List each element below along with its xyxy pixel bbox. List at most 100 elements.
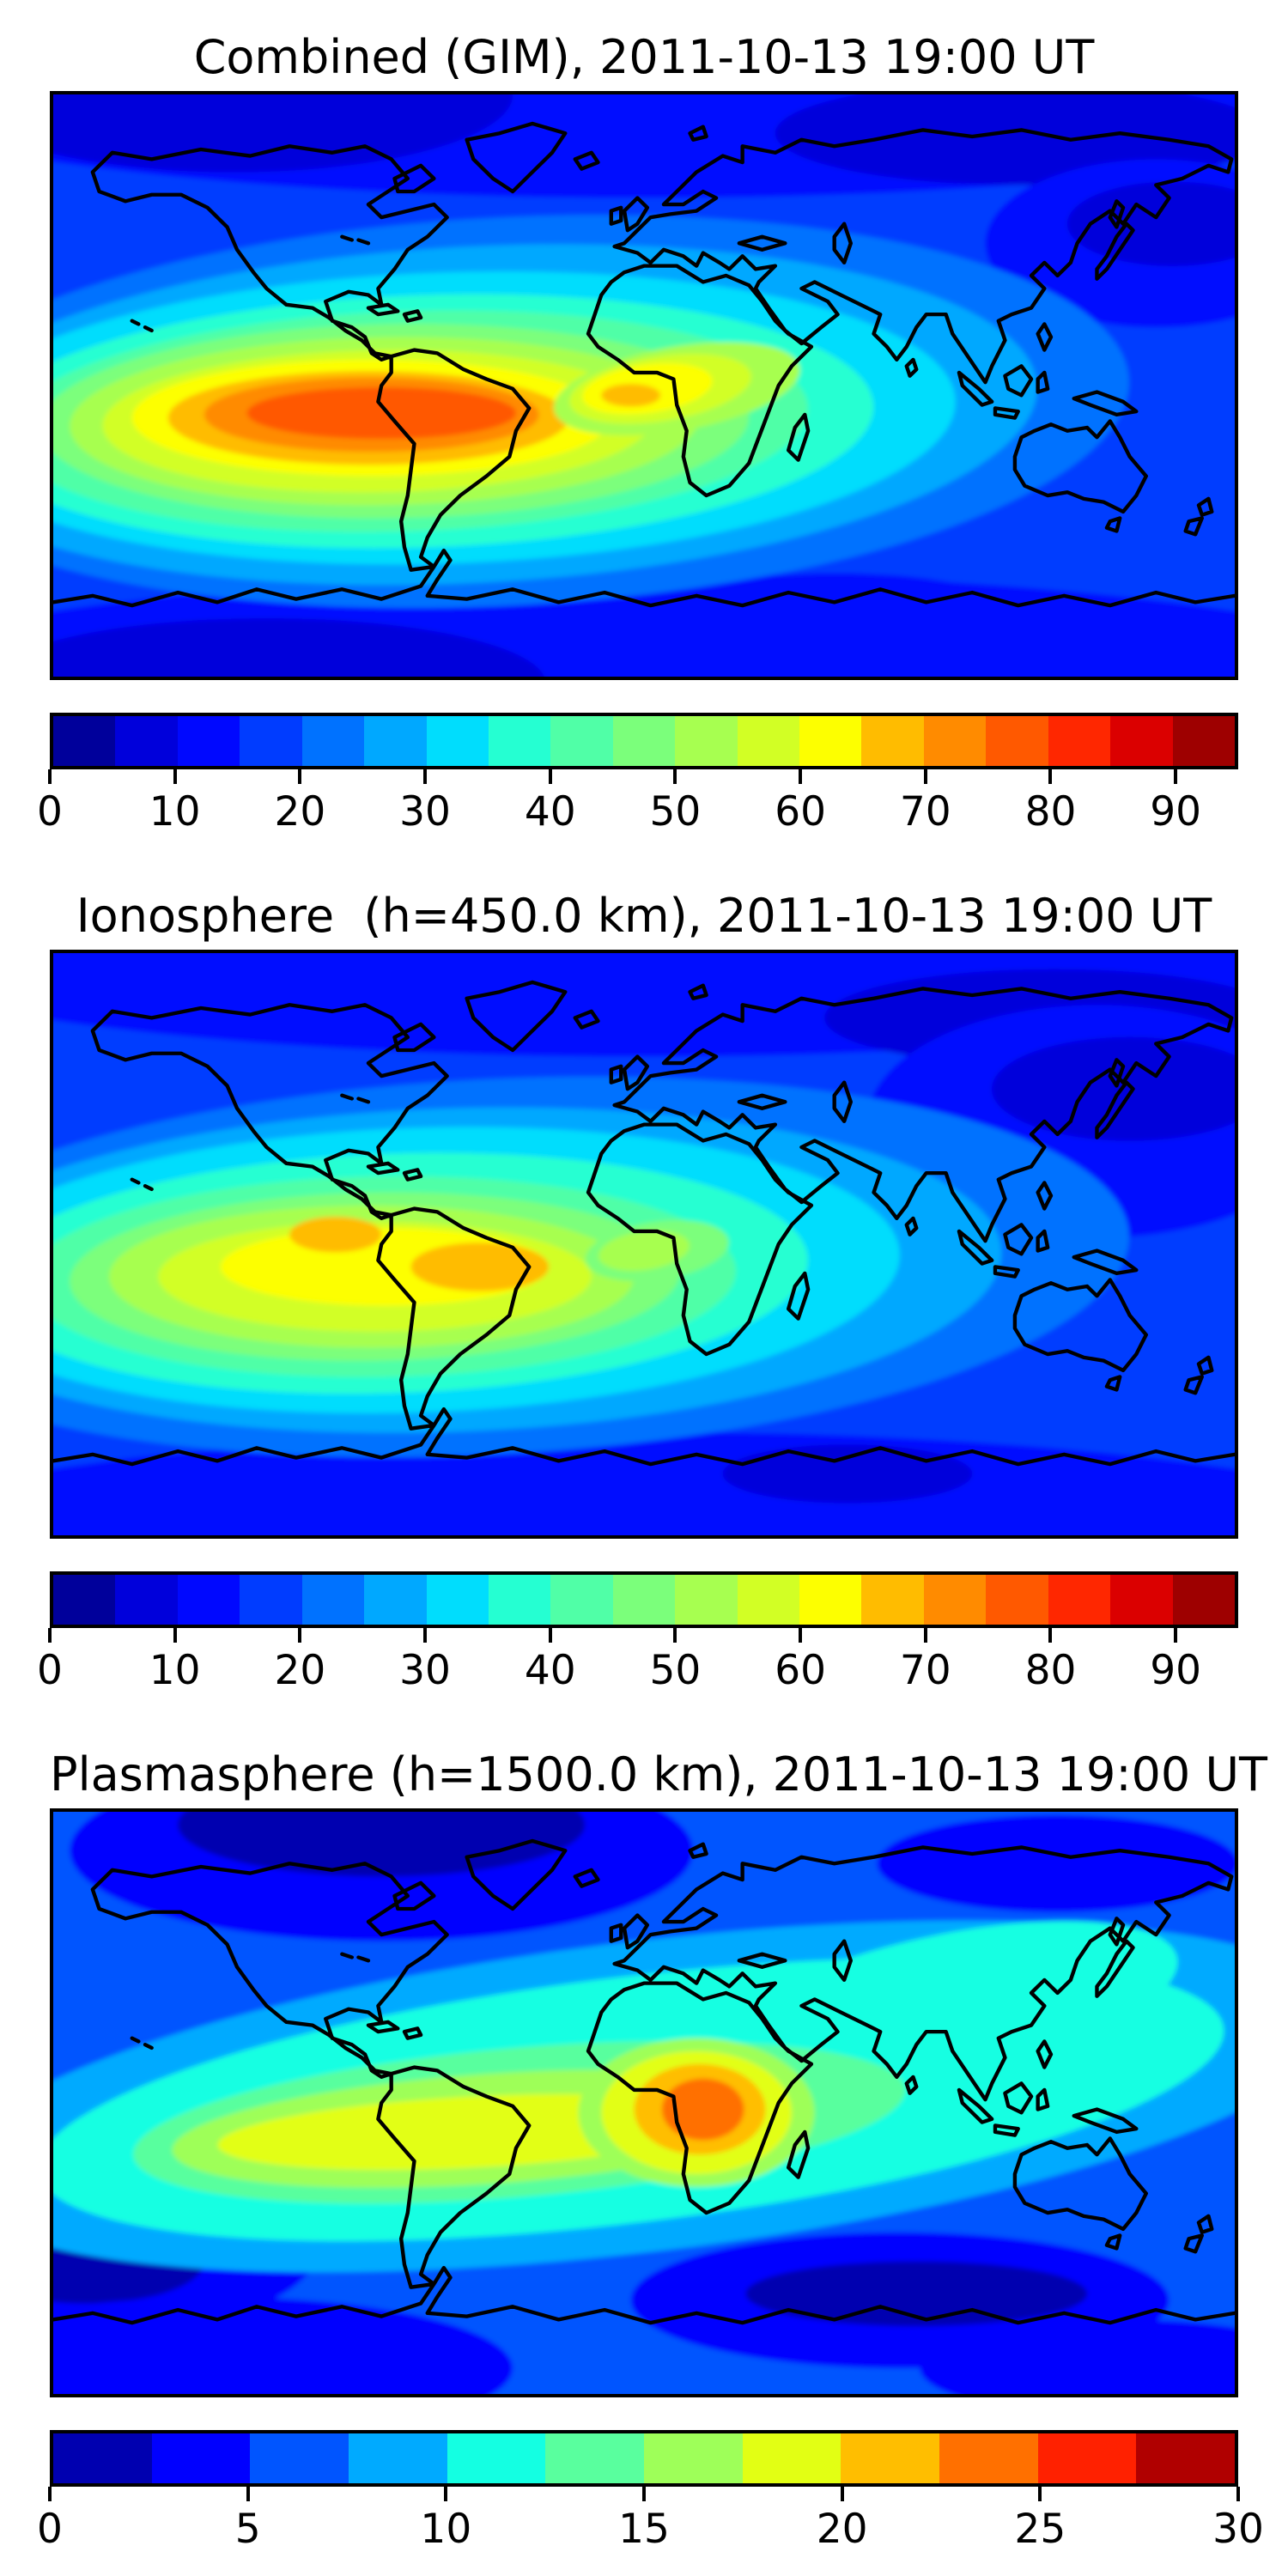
colorbar-labels-ionosphere: 0 10 20 30 40 50 60 70 80 90 [37,1645,1238,1698]
tec-contour-blob [53,94,513,173]
map-plasmasphere [50,1808,1238,2397]
colorbar-tick-label: 0 [37,2506,63,2553]
tec-contour-blob [877,1814,1235,1912]
colorbar-band [177,1575,240,1625]
panel-title-plasmasphere: Plasmasphere (h=1500.0 km), 2011-10-13 1… [50,1747,1267,1801]
colorbar-tick [673,769,677,784]
colorbar-tick-label: 90 [1150,788,1202,835]
colorbar-tick [298,1628,302,1643]
colorbar-tick [1038,2487,1042,2501]
colorbar-tick [423,1628,428,1643]
colorbar-band [841,2433,940,2483]
colorbar-band [1172,716,1235,766]
tec-contour-blob [662,2078,744,2141]
colorbar-band [737,716,800,766]
colorbar-band [550,716,613,766]
colorbar-band [177,716,240,766]
colorbar-tick-label: 20 [274,788,326,835]
panel-ionosphere: Ionosphere (h=450.0 km), 2011-10-13 19:0… [0,859,1288,1717]
colorbar-tick [48,769,52,784]
colorbar-tick [48,1628,52,1643]
colorbar-tick-label: 15 [618,2506,670,2553]
colorbar-band [986,716,1048,766]
colorbar-plasmasphere [50,2430,1238,2487]
colorbar-tick-label: 10 [149,788,201,835]
colorbar-tick [1174,1628,1178,1643]
colorbar-tick-label: 40 [524,1647,576,1694]
colorbar-tick [923,1628,927,1643]
colorbar-tick-label: 40 [524,788,576,835]
colorbar-tick-label: 90 [1150,1647,1202,1694]
tec-contour-blob [178,1812,586,1877]
colorbar-band [53,2433,152,2483]
world-map-combined [53,94,1235,677]
colorbar-tick [48,2487,52,2501]
tec-contour-blob [53,618,544,677]
colorbar-tick [548,1628,552,1643]
colorbar-tick [246,2487,250,2501]
colorbar-tick [423,769,428,784]
panel-title-ionosphere: Ionosphere (h=450.0 km), 2011-10-13 19:0… [76,889,1212,943]
colorbar-band [53,1575,116,1625]
colorbar-band [861,716,924,766]
tec-contour-blob [289,1216,382,1253]
tec-contour-blob [653,573,1015,651]
colorbar-tick-label: 80 [1024,1647,1077,1694]
colorbar-labels-plasmasphere: 0 5 10 15 20 25 30 [37,2504,1264,2557]
colorbar-tick-label: 60 [775,788,826,835]
colorbar-tick-label: 10 [149,1647,201,1694]
tec-contour-blob [745,2261,1087,2326]
colorbar-band [923,1575,987,1625]
colorbar-band [1110,1575,1173,1625]
colorbar-tick [799,1628,803,1643]
colorbar-tick [548,769,552,784]
colorbar-band [349,2433,447,2483]
colorbar-tick-label: 5 [234,2506,261,2553]
colorbar-tick [1174,769,1178,784]
colorbar-band [742,2433,841,2483]
colorbar-band [675,1575,738,1625]
map-ionosphere [50,950,1238,1539]
tec-contour-blob [53,2297,513,2394]
colorbar-band [550,1575,613,1625]
colorbar-band [240,716,302,766]
colorbar-band [1136,2433,1235,2483]
colorbar-band [1048,1575,1111,1625]
colorbar-tick [173,1628,177,1643]
panel-plasmasphere: Plasmasphere (h=1500.0 km), 2011-10-13 1… [0,1717,1288,2576]
colorbar-band [53,716,116,766]
colorbar-tick-label: 0 [37,1647,63,1694]
tec-contour-blob [992,1036,1235,1141]
colorbar-tick-label: 50 [649,1647,702,1694]
colorbar-band [1037,2433,1137,2483]
world-map-ionosphere [53,953,1235,1535]
tec-contour-blob [920,2319,1235,2394]
colorbar-tick [840,2487,844,2501]
colorbar-combined [50,713,1238,769]
colorbar-band [488,716,551,766]
colorbar-band [250,2433,349,2483]
colorbar-tick-label: 30 [399,1647,451,1694]
colorbar-band [612,1575,676,1625]
tec-contour-blob [722,1444,973,1504]
colorbar-band [923,716,987,766]
colorbar-band [612,716,676,766]
colorbar-tick-label: 20 [816,2506,868,2553]
colorbar-tick-label: 70 [899,788,951,835]
colorbar-band [301,1575,365,1625]
colorbar-ionosphere [50,1571,1238,1628]
tec-contour-blob [53,1451,490,1535]
tec-contour-blob [246,386,516,440]
colorbar-band [545,2433,645,2483]
colorbar-tick [673,1628,677,1643]
colorbar-tick-label: 70 [899,1647,951,1694]
colorbar-tick-label: 10 [420,2506,472,2553]
colorbar-tick [1236,2487,1240,2501]
colorbar-labels-combined: 0 10 20 30 40 50 60 70 80 90 [37,787,1238,840]
colorbar-band [426,1575,489,1625]
colorbar-tick [1048,1628,1053,1643]
colorbar-tick-label: 50 [649,788,702,835]
colorbar-band [151,2433,251,2483]
colorbar-tick-label: 80 [1024,788,1077,835]
